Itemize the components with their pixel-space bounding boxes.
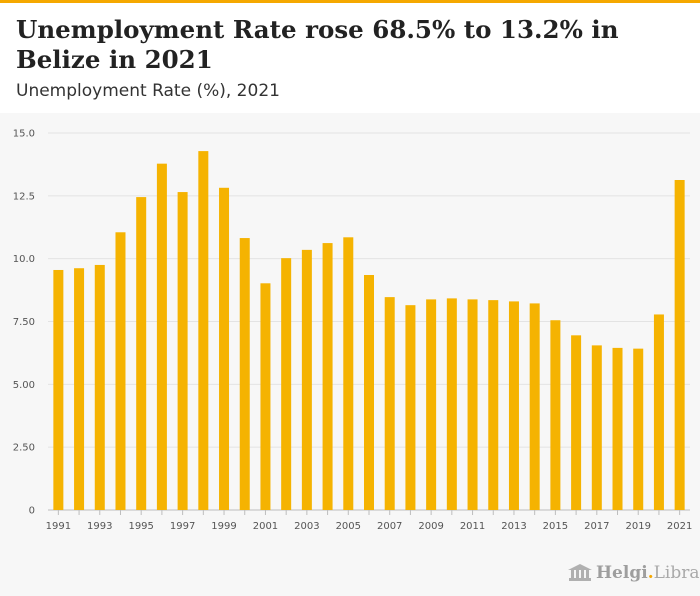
bar-2005[interactable]	[343, 237, 354, 510]
x-tick-label: 2013	[501, 521, 526, 532]
bar-1998[interactable]	[198, 151, 209, 510]
watermark-dot: .	[647, 563, 654, 583]
y-tick-label: 7.50	[13, 317, 35, 328]
bar-1999[interactable]	[219, 187, 230, 511]
x-tick-label: 2009	[418, 521, 443, 532]
bar-2000[interactable]	[239, 238, 250, 511]
bar-2019[interactable]	[633, 348, 644, 510]
bar-2018[interactable]	[612, 347, 623, 510]
x-tick-label: 2019	[625, 521, 650, 532]
bar-2016[interactable]	[571, 335, 582, 510]
y-tick-label: 5.00	[13, 380, 35, 391]
x-tick-label: 1991	[46, 521, 71, 532]
bar-2004[interactable]	[322, 243, 333, 511]
bar-1991[interactable]	[53, 269, 64, 510]
bar-1993[interactable]	[94, 264, 105, 510]
bar-2006[interactable]	[364, 275, 374, 510]
bar-1996[interactable]	[156, 163, 167, 511]
x-tick-label: 2001	[253, 521, 278, 532]
x-tick-label: 1997	[170, 521, 195, 532]
bar-1992[interactable]	[74, 268, 85, 510]
bar-2020[interactable]	[653, 314, 664, 510]
watermark-suffix: Library	[653, 563, 700, 583]
bar-2009[interactable]	[426, 299, 437, 510]
bar-1997[interactable]	[177, 192, 188, 510]
y-tick-label: 15.0	[13, 129, 35, 140]
bar-2013[interactable]	[508, 301, 519, 510]
x-tick-label: 2011	[460, 521, 485, 532]
chart-title: Unemployment Rate rose 68.5% to 13.2% in…	[16, 15, 619, 74]
x-tick-label: 1993	[87, 521, 112, 532]
x-tick-label: 2015	[543, 521, 568, 532]
x-tick-label: 2017	[584, 521, 609, 532]
bar-2007[interactable]	[384, 297, 395, 510]
helgi-library-watermark: Helgi.Library	[568, 560, 700, 586]
y-tick-label: 12.5	[13, 191, 35, 202]
y-tick-label: 2.50	[13, 443, 35, 454]
bar-2015[interactable]	[550, 320, 561, 510]
bar-2008[interactable]	[405, 305, 416, 510]
library-building-icon	[568, 564, 592, 581]
chart-subtitle: Unemployment Rate (%), 2021	[16, 81, 280, 101]
bar-2003[interactable]	[301, 249, 312, 510]
bars	[53, 151, 685, 511]
bar-2012[interactable]	[488, 300, 499, 510]
bar-1995[interactable]	[136, 197, 147, 510]
bar-2011[interactable]	[467, 299, 478, 510]
x-axis-ticks: 1991 1993 1995 1997 1999 2001 2003 2005 2007 2009…	[46, 510, 692, 532]
bar-2014[interactable]	[529, 303, 540, 510]
y-tick-label: 10.0	[13, 254, 35, 265]
y-axis-ticks: 0 2.50 5.00 7.50 10.0 12.5 15.0	[13, 129, 35, 517]
bar-2001[interactable]	[260, 283, 271, 510]
bar-2017[interactable]	[591, 345, 602, 510]
bar-2010[interactable]	[446, 298, 457, 510]
x-tick-label: 2007	[377, 521, 402, 532]
bar-2021[interactable]	[674, 179, 685, 510]
watermark-brand: Helgi	[596, 563, 648, 583]
bar-1994[interactable]	[115, 232, 126, 510]
bar-2002[interactable]	[281, 258, 292, 510]
y-tick-label: 0	[29, 506, 35, 517]
x-tick-label: 1999	[211, 521, 236, 532]
x-tick-label: 2003	[294, 521, 319, 532]
accent-top-bar	[0, 0, 700, 3]
x-tick-label: 2021	[667, 521, 692, 532]
chart-header: Unemployment Rate rose 68.5% to 13.2% in…	[0, 3, 700, 113]
x-tick-label: 2005	[336, 521, 361, 532]
x-tick-label: 1995	[128, 521, 153, 532]
